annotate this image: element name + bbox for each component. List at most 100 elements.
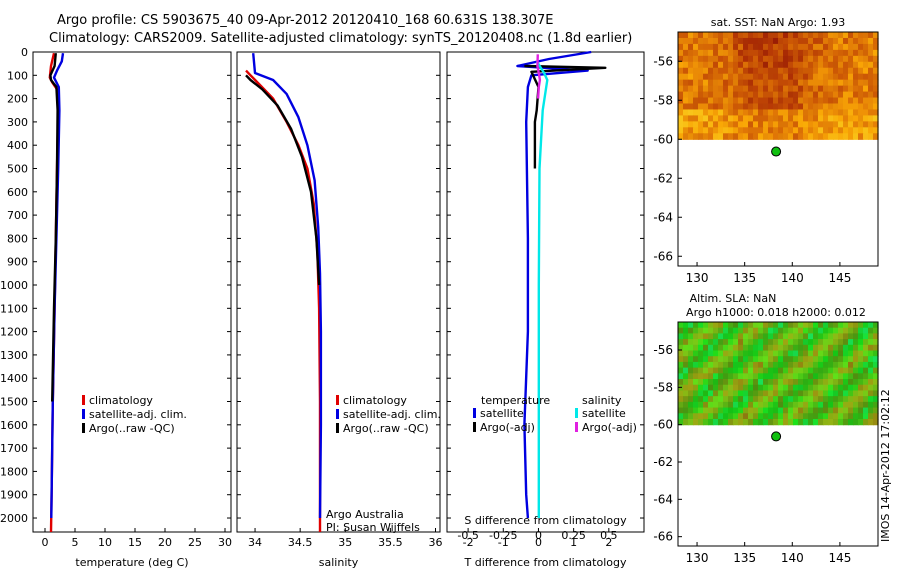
sst_map-cell (813, 32, 819, 39)
sst_map-cell (818, 121, 824, 128)
sla_map-cell (838, 361, 844, 369)
sst_map-cell (868, 127, 874, 134)
sla_map-cell (773, 350, 779, 357)
sla_map-cell (728, 333, 734, 340)
sla_map-cell (768, 390, 774, 397)
sla_map-cell (693, 322, 699, 329)
difference-series-argo (524, 64, 607, 169)
sla_map-cell (708, 390, 714, 397)
sst_map-cell (843, 121, 849, 128)
sla_map-cell (823, 407, 829, 414)
sst_map-cell (723, 37, 729, 45)
sst_map-cell (743, 73, 749, 81)
sst_map-cell (728, 115, 734, 122)
sla_map-cell (803, 418, 809, 426)
sla_map-cell (838, 339, 844, 346)
sla_map-cell (853, 333, 859, 340)
sst_map-cell (828, 32, 834, 39)
sla_map-cell (688, 356, 694, 363)
sst_map-cell (813, 79, 819, 87)
temperature-series-argo (49, 53, 59, 402)
sst_map-cell (733, 91, 739, 99)
sst_map-cell (748, 133, 754, 140)
sla_map-cell (688, 413, 694, 420)
sst_map-cell (863, 121, 869, 128)
sst_map-cell (848, 121, 854, 128)
sst_map-cell (808, 55, 814, 63)
sst_map-cell (858, 55, 864, 63)
sla_map-cell (753, 322, 759, 329)
sst_map-cell (833, 127, 839, 134)
sla_map-cell (713, 361, 719, 369)
sst_map-cell (703, 115, 709, 122)
sst_map-cell (813, 43, 819, 51)
sla_map-cell (798, 367, 804, 374)
sst_map-cell (853, 133, 859, 140)
sst_map-cell (838, 97, 844, 105)
sst_map-cell (738, 85, 744, 93)
sst_map-cell (833, 79, 839, 87)
sla_map-cell (738, 407, 744, 414)
sla_map-cell (793, 344, 799, 352)
temperature-y-tick-label: 1300 (0, 349, 28, 362)
sst_map-cell (868, 133, 874, 140)
sst_map-cell (708, 67, 714, 75)
sst_map-cell (788, 73, 794, 81)
sst_map-cell (848, 61, 854, 69)
sst_map-cell (688, 97, 694, 105)
sst_map-cell (678, 43, 684, 51)
sst_map-cell (853, 79, 859, 87)
sst_map-cell (828, 49, 834, 57)
sst_map-cell (838, 109, 844, 117)
sla_map-cell (833, 407, 839, 414)
sst_map-cell (773, 103, 779, 111)
sst_map-cell (823, 91, 829, 99)
sla_map-cell (698, 327, 704, 334)
sla_map-cell (818, 390, 824, 397)
sst_map-cell (823, 32, 829, 39)
sst_map-cell (703, 127, 709, 134)
sst_map-cell (863, 32, 869, 39)
sla_map-cell (768, 407, 774, 414)
sla_map-cell (743, 327, 749, 334)
sla_map-cell (678, 339, 684, 346)
sst_map-cell (823, 67, 829, 75)
sst_map-cell (678, 55, 684, 63)
sst_map-cell (708, 32, 714, 39)
sla_map-cell (788, 390, 794, 397)
sst_map-cell (798, 43, 804, 51)
sst_map-cell (863, 91, 869, 99)
sst_map-cell (843, 37, 849, 45)
sst_map-cell (723, 32, 729, 39)
sst_map-axes-frame (677, 31, 879, 267)
sla_map-cell (848, 390, 854, 397)
sst_map-cell (858, 73, 864, 81)
temperature-y-tick-label: 300 (7, 116, 28, 129)
sla_map-cell (853, 356, 859, 363)
sst_map-cell (828, 85, 834, 93)
sst_map-cell (768, 91, 774, 99)
sst_map-cell (698, 37, 704, 45)
sla_map-cell (758, 327, 764, 334)
sst_map-cell (868, 67, 874, 75)
sst_map-cell (693, 97, 699, 105)
sst_map-cell (763, 97, 769, 105)
sla_map-cell (848, 401, 854, 409)
sst_map-cell (683, 91, 689, 99)
sla_map-cell (778, 333, 784, 340)
sla_map-cell (713, 356, 719, 363)
sst_map-cell (833, 67, 839, 75)
sla_map-cell (743, 373, 749, 380)
salinity-x-tick-label: 35 (338, 536, 352, 549)
sla_map-cell (798, 350, 804, 357)
sst_map-cell (758, 121, 764, 128)
sla_map-cell (778, 418, 784, 426)
sla_map-cell (818, 396, 824, 403)
sla_map-cell (723, 418, 729, 426)
temperature-legend-label-argo: Argo(..raw -QC) (89, 422, 175, 435)
sla_map-cell (718, 396, 724, 403)
sst_map-cell (858, 109, 864, 117)
sla_map-cell (798, 390, 804, 397)
sla_map-cell (863, 339, 869, 346)
